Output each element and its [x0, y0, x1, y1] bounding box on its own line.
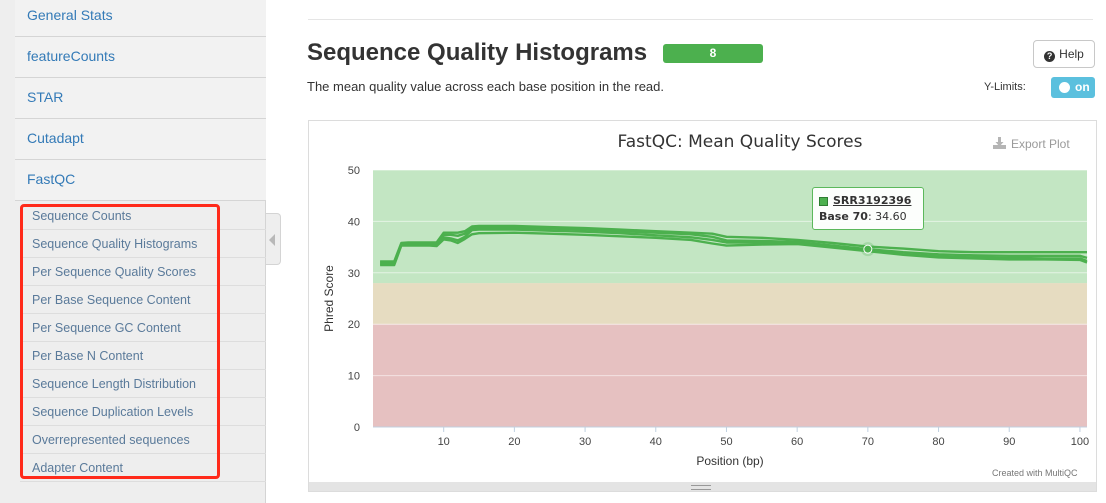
x-tick-label: 20 — [508, 436, 520, 448]
x-tick-label: 70 — [862, 436, 874, 448]
sidebar-subitem-sequence-length-distribution[interactable]: Sequence Length Distribution — [20, 370, 266, 398]
section-description: The mean quality value across each base … — [307, 79, 664, 94]
sidebar-subitem-label: Per Base Sequence Content — [32, 293, 191, 307]
chart-zone-1 — [373, 283, 1087, 325]
x-tick-label: 80 — [932, 436, 944, 448]
credit-text: Created with MultiQC — [992, 468, 1078, 478]
sidebar-subitem-label: Sequence Counts — [32, 209, 132, 223]
sidebar-subitem-sequence-quality-histograms[interactable]: Sequence Quality Histograms — [20, 230, 266, 258]
x-tick-label: 30 — [579, 436, 591, 448]
toggle-state: on — [1075, 80, 1090, 94]
sidebar: General Stats featureCounts STAR Cutadap… — [0, 0, 266, 503]
sidebar-subitem-label: Overrepresented sequences — [32, 433, 190, 447]
tooltip-value: 34.60 — [875, 210, 907, 223]
question-circle-icon: ? — [1044, 51, 1056, 62]
sidebar-subitem-per-base-sequence-content[interactable]: Per Base Sequence Content — [20, 286, 266, 314]
tooltip-base-label: Base 70 — [819, 210, 868, 223]
x-axis-title: Position (bp) — [696, 454, 763, 468]
sidebar-subitem-adapter-content[interactable]: Adapter Content — [20, 454, 266, 482]
chart-title: FastQC: Mean Quality Scores — [618, 132, 863, 152]
sidebar-item-general-stats[interactable]: General Stats — [15, 0, 266, 37]
series-swatch — [819, 197, 828, 206]
y-tick-label: 0 — [354, 422, 360, 434]
sidebar-subitem-per-sequence-quality-scores[interactable]: Per Sequence Quality Scores — [20, 258, 266, 286]
sidebar-item-label: FastQC — [27, 171, 76, 187]
sidebar-subitem-label: Per Base N Content — [32, 349, 144, 363]
sidebar-subitem-label: Sequence Quality Histograms — [32, 237, 198, 251]
y-tick-label: 20 — [348, 319, 360, 331]
hover-point — [863, 244, 873, 254]
x-tick-label: 50 — [720, 436, 732, 448]
sidebar-item-label: featureCounts — [27, 48, 115, 64]
export-plot-button[interactable]: Export Plot — [992, 137, 1070, 151]
y-axis-title: Phred Score — [322, 265, 336, 332]
plot-resize-handle[interactable] — [309, 482, 1096, 491]
page-title: Sequence Quality Histograms — [307, 39, 648, 66]
sidebar-subitem-label: Sequence Length Distribution — [32, 377, 197, 391]
x-tick-label: 100 — [1071, 436, 1089, 448]
sidebar-subitem-sequence-duplication-levels[interactable]: Sequence Duplication Levels — [20, 398, 266, 426]
sidebar-item-label: General Stats — [27, 7, 113, 23]
sidebar-item-label: Cutadapt — [27, 130, 84, 146]
sidebar-item-star[interactable]: STAR — [15, 78, 266, 119]
x-tick-label: 90 — [1003, 436, 1015, 448]
divider — [308, 19, 1093, 20]
sidebar-item-featurecounts[interactable]: featureCounts — [15, 37, 266, 78]
ylimits-label: Y-Limits: — [984, 81, 1026, 93]
help-button[interactable]: ? Help — [1033, 40, 1095, 68]
sidebar-subitem-overrepresented-sequences[interactable]: Overrepresented sequences — [20, 426, 266, 454]
ylimits-toggle[interactable]: on — [1051, 77, 1095, 98]
toggle-knob — [1059, 82, 1070, 93]
x-tick-label: 10 — [438, 436, 450, 448]
sample-count-badge: 8 — [663, 44, 763, 63]
series-line-4 — [380, 231, 1088, 267]
tooltip-value-line: Base 70: 34.60 — [819, 210, 907, 223]
y-tick-label: 10 — [348, 371, 360, 383]
sidebar-subitem-label: Per Sequence Quality Scores — [32, 265, 196, 279]
sidebar-item-cutadapt[interactable]: Cutadapt — [15, 119, 266, 160]
quality-chart: 0 10 20 30 40 50 10 20 30 40 50 60 70 80 90 100 FastQC: … — [322, 132, 1089, 468]
tooltip-sample-name: SRR3192396 — [833, 194, 912, 207]
sidebar-subitem-per-sequence-gc-content[interactable]: Per Sequence GC Content — [20, 314, 266, 342]
plot-panel: 0 10 20 30 40 50 10 20 30 40 50 60 70 80 90 100 FastQC: … — [308, 120, 1097, 492]
download-icon — [993, 137, 1006, 149]
x-tick-label: 60 — [791, 436, 803, 448]
x-tick-label: 40 — [650, 436, 662, 448]
y-tick-label: 50 — [348, 165, 360, 177]
y-tick-label: 40 — [348, 216, 360, 228]
y-tick-label: 30 — [348, 268, 360, 280]
sidebar-subitem-label: Per Sequence GC Content — [32, 321, 181, 335]
sidebar-subitem-per-base-n-content[interactable]: Per Base N Content — [20, 342, 266, 370]
help-button-label: Help — [1059, 47, 1084, 61]
sidebar-subitem-label: Sequence Duplication Levels — [32, 405, 194, 419]
sidebar-collapse-toggle[interactable] — [266, 213, 281, 265]
sidebar-item-label: STAR — [27, 89, 64, 105]
sidebar-subitem-sequence-counts[interactable]: Sequence Counts — [20, 202, 266, 230]
sidebar-subitem-label: Adapter Content — [32, 461, 124, 475]
chart-tooltip: SRR3192396 Base 70: 34.60 — [812, 187, 924, 230]
sidebar-item-fastqc[interactable]: FastQC — [15, 160, 266, 201]
export-plot-label: Export Plot — [1011, 137, 1070, 151]
